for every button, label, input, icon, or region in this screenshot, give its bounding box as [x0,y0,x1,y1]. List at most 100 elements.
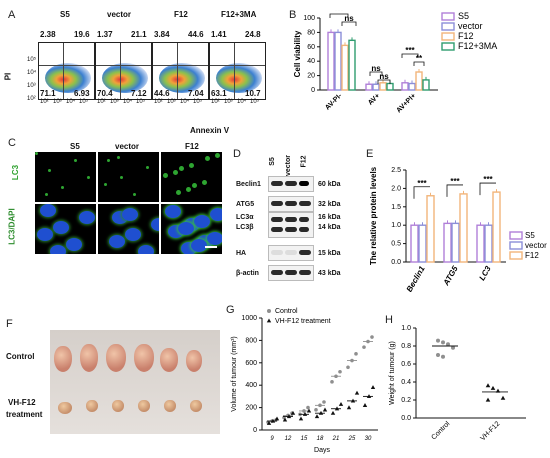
g-point-1-4-0 [330,410,336,415]
e-bar-2-2 [492,191,501,263]
e-legend-swatch-2 [509,251,523,260]
nucleus-1-1-4 [109,235,125,248]
facs-hline-1 [96,65,151,66]
e-cat-0: Beclin1 [405,264,427,292]
panel-d-col-vector: vector [285,154,293,177]
facs-plot-0 [38,42,95,100]
panel-c-col-f12: F12 [185,142,199,151]
g-point-1-5-2 [354,390,360,395]
b-bar-2-0 [341,44,349,91]
panel-label-e: E [366,148,374,160]
panel-label-f: F [6,318,13,330]
e-legend-label-2: F12 [525,251,539,260]
facs-xtick-0-2: 10⁴ [66,99,76,105]
b-legend-label-0: S5 [458,11,469,21]
e-bar-0-1 [443,222,452,263]
tumor-treated-2 [112,400,124,412]
nucleus-1-2-8 [178,222,194,235]
b-legend-swatch-3 [441,42,455,51]
blot-strip-1 [268,196,314,212]
b-bracket-2 [369,71,383,76]
lc3-puncta-0-0-2 [61,186,64,189]
b-legend-label-2: F12 [458,31,474,41]
g-legend-label-1: VH-F12 treatment [275,318,331,325]
b-ytick-label-4: 80 [307,29,315,36]
blot-strip-4 [268,265,314,281]
e-ytick-label-5: 2.5 [391,167,401,174]
g-point-1-0-2 [274,416,280,421]
facs-q-ur-2: 44.6 [188,30,204,39]
b-bar-1-0 [334,31,342,91]
micro-cell-0-1 [98,152,159,202]
panel-c-col-s5: S5 [70,142,80,151]
facs-q-ll-2: 44.6 [154,89,170,98]
blot-label-1: ATG5 [236,201,255,208]
facs-title-2: F12 [174,10,188,19]
g-point-1-3-2 [322,407,328,412]
scale-bar [205,246,217,248]
facs-xtick-3-2: 10⁴ [237,99,247,105]
b-bracket-5 [413,61,425,66]
blot-label-0: Beclin1 [236,181,261,188]
facs-q-ul-2: 3.84 [154,30,170,39]
tumor-control-4 [160,348,178,372]
panel-label-a: A [8,9,16,21]
panel-g-scatter-chart: 0 200 400 600 800 1000 Volume of tumour (mm³) D… [231,308,378,454]
g-point-1-3-0 [314,414,320,419]
panel-label-h: H [385,314,393,326]
panel-label-d: D [233,148,241,160]
g-xtick-6: 30 [365,436,372,442]
blot-band-3-0-2 [299,250,311,255]
lc3-puncta-0-2-8 [173,170,178,175]
lc3-puncta-0-2-0 [179,166,184,171]
panel-a-ylabel: PI [3,72,13,81]
b-bar-3-2 [422,79,430,91]
nucleus-1-1-5 [122,208,138,221]
g-point-0-5-0 [346,365,350,370]
facs-cloud-2 [159,63,205,93]
blot-label-4: HA [236,250,247,257]
panel-e-bar-chart: 0.0 0.5 1.0 1.5 2.0 2.5 The relative protein l… [369,166,547,292]
blot-strip-2 [268,212,314,238]
g-ytick-label-5: 1000 [241,315,257,322]
facs-cloud-1 [102,63,148,93]
facs-q-ul-3: 1.41 [211,30,227,39]
blot-strip-3 [268,245,314,261]
e-ylabel: The relative protein levels [369,166,378,265]
g-ylabel: Volume of tumour (mm³) [231,336,238,411]
blot-band-2-1-0 [271,227,283,232]
h-point-0-3 [451,345,455,350]
e-bracket-1 [446,184,463,197]
g-point-0-6-0 [362,345,366,349]
blot-band-2-0-2 [299,217,309,222]
facs-vline-0 [63,43,64,99]
blot-kda-0: 60 kDa [318,181,341,188]
facs-q-lr-0: 6.93 [74,89,90,98]
g-point-0-2-2 [306,405,310,410]
b-legend-swatch-0 [441,12,455,21]
h-ytick-label-2: 0.4 [401,379,411,386]
b-bar-0-1 [365,83,373,91]
blot-kda-4: 15 kDa [318,250,341,257]
b-legend-swatch-2 [441,32,455,41]
b-bar-0-2 [401,82,409,91]
lc3-puncta-0-0-3 [74,159,77,162]
g-point-0-3-2 [322,400,326,404]
facs-q-lr-3: 10.7 [245,89,261,98]
b-annotation-0: *** [334,10,344,15]
lc3-puncta-0-2-5 [189,163,194,168]
g-xtick-0: 9 [270,436,274,442]
facs-q-ll-3: 63.1 [211,89,227,98]
panel-d-col-f12: F12 [300,155,308,168]
facs-xtick-3-1: 10³ [224,99,233,105]
panel-d-col-s5: S5 [268,157,276,166]
micro-cell-1-1 [98,204,159,254]
blot-kda-2: 16 kDa [318,214,341,221]
facs-ytick-0: 10² [27,96,36,102]
b-annotation-4: *** [405,46,415,55]
panel-label-g: G [226,304,235,316]
g-point-1-1-0 [282,417,288,422]
h-point-1-0 [485,383,491,388]
blot-strip-0 [268,176,314,192]
nucleus-1-0-5 [50,245,66,254]
